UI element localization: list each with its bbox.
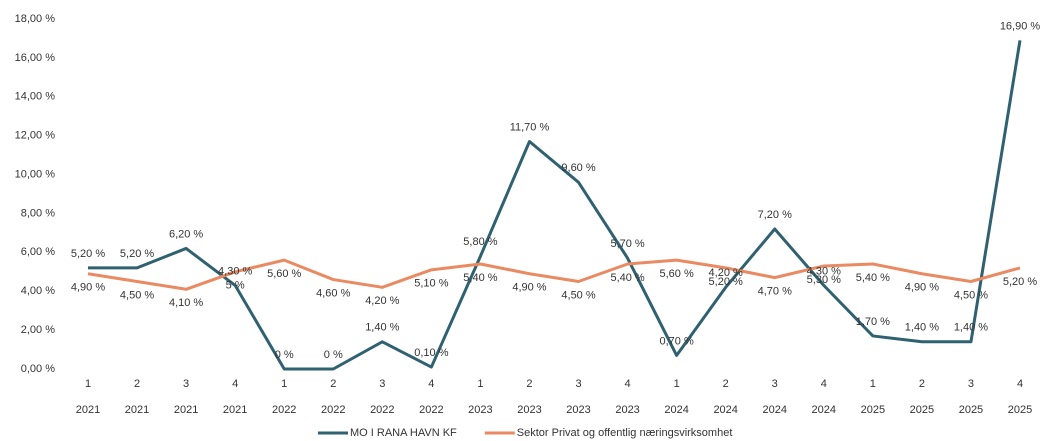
data-label: 4,20 % xyxy=(709,267,743,279)
x-tick-label: 2 xyxy=(723,378,729,390)
data-label: 1,40 % xyxy=(954,322,988,334)
data-label: 9,60 % xyxy=(561,162,595,174)
data-label: 1,40 % xyxy=(365,322,399,334)
data-label: 4,50 % xyxy=(561,289,595,301)
x-tick-label: 3 xyxy=(968,378,974,390)
x-tick-label: 4 xyxy=(821,378,827,390)
data-label: 5,40 % xyxy=(856,272,890,284)
y-tick-label: 16,00 % xyxy=(15,52,56,64)
x-tick-year: 2025 xyxy=(910,404,934,416)
data-label: 5,40 % xyxy=(610,272,644,284)
x-tick-label: 3 xyxy=(575,378,581,390)
y-tick-label: 10,00 % xyxy=(15,168,56,180)
y-tick-label: 0,00 % xyxy=(21,363,55,375)
x-tick-label: 2 xyxy=(134,378,140,390)
data-label: 5,20 % xyxy=(120,248,154,260)
x-tick-year: 2022 xyxy=(272,404,296,416)
data-label: 5,20 % xyxy=(1003,276,1037,288)
data-label: 5,10 % xyxy=(414,278,448,290)
data-label: 4,70 % xyxy=(758,286,792,298)
x-tick-year: 2023 xyxy=(566,404,590,416)
y-tick-label: 4,00 % xyxy=(21,285,55,297)
y-tick-label: 2,00 % xyxy=(21,324,55,336)
x-tick-year: 2024 xyxy=(713,404,737,416)
x-tick-year: 2025 xyxy=(861,404,885,416)
data-label: 1,40 % xyxy=(905,322,939,334)
x-tick-label: 2 xyxy=(919,378,925,390)
data-label: 4,50 % xyxy=(954,289,988,301)
data-label: 5,20 % xyxy=(71,248,105,260)
data-label: 16,90 % xyxy=(1000,20,1041,32)
x-tick-year: 2021 xyxy=(76,404,100,416)
x-tick-year: 2022 xyxy=(321,404,345,416)
x-tick-label: 4 xyxy=(625,378,631,390)
data-label: 5 % xyxy=(226,280,245,292)
x-tick-label: 1 xyxy=(281,378,287,390)
x-tick-label: 4 xyxy=(428,378,434,390)
x-tick-label: 2 xyxy=(330,378,336,390)
x-tick-year: 2021 xyxy=(223,404,247,416)
y-tick-label: 12,00 % xyxy=(15,130,56,142)
data-label: 5,30 % xyxy=(807,274,841,286)
x-tick-year: 2024 xyxy=(812,404,836,416)
data-label: 4,20 % xyxy=(365,295,399,307)
data-label: 0 % xyxy=(275,349,294,361)
data-label: 4,90 % xyxy=(71,282,105,294)
x-tick-year: 2024 xyxy=(664,404,688,416)
x-tick-year: 2023 xyxy=(468,404,492,416)
data-label: 0,70 % xyxy=(660,335,694,347)
y-tick-label: 8,00 % xyxy=(21,207,55,219)
x-tick-label: 3 xyxy=(183,378,189,390)
data-label: 4,50 % xyxy=(120,289,154,301)
x-tick-year: 2025 xyxy=(1008,404,1032,416)
x-tick-label: 1 xyxy=(674,378,680,390)
data-label: 4,30 % xyxy=(218,265,252,277)
x-tick-label: 1 xyxy=(870,378,876,390)
y-tick-label: 18,00 % xyxy=(15,13,56,25)
data-label: 7,20 % xyxy=(758,209,792,221)
x-tick-label: 1 xyxy=(477,378,483,390)
data-label: 4,90 % xyxy=(512,282,546,294)
data-label: 5,80 % xyxy=(463,236,497,248)
data-label: 4,90 % xyxy=(905,282,939,294)
x-tick-label: 4 xyxy=(232,378,238,390)
data-label: 5,60 % xyxy=(660,268,694,280)
data-label: 4,60 % xyxy=(316,287,350,299)
data-label: 0 % xyxy=(324,349,343,361)
legend-label: Sektor Privat og offentlig næringsvirkso… xyxy=(517,427,733,439)
data-label: 5,40 % xyxy=(463,272,497,284)
data-label: 1,70 % xyxy=(856,316,890,328)
x-tick-label: 2 xyxy=(526,378,532,390)
data-label: 6,20 % xyxy=(169,228,203,240)
data-label: 0,10 % xyxy=(414,347,448,359)
y-tick-label: 14,00 % xyxy=(15,91,56,103)
line-series xyxy=(88,40,1022,371)
x-tick-year: 2024 xyxy=(762,404,786,416)
line-series xyxy=(87,258,1021,291)
x-tick-label: 3 xyxy=(772,378,778,390)
data-label: 4,30 % xyxy=(807,265,841,277)
x-tick-label: 4 xyxy=(1017,378,1023,390)
data-label: 4,10 % xyxy=(169,297,203,309)
data-label: 5,70 % xyxy=(610,238,644,250)
x-tick-year: 2021 xyxy=(125,404,149,416)
x-tick-year: 2021 xyxy=(174,404,198,416)
x-tick-label: 1 xyxy=(85,378,91,390)
y-tick-label: 6,00 % xyxy=(21,246,55,258)
x-tick-year: 2022 xyxy=(419,404,443,416)
x-tick-year: 2023 xyxy=(615,404,639,416)
x-tick-label: 3 xyxy=(379,378,385,390)
legend-label: MO I RANA HAVN KF xyxy=(350,427,457,439)
data-label: 11,70 % xyxy=(510,121,550,133)
data-label: 5,20 % xyxy=(709,276,743,288)
x-tick-year: 2023 xyxy=(517,404,541,416)
data-label: 5,60 % xyxy=(267,268,301,280)
x-tick-year: 2025 xyxy=(959,404,983,416)
x-tick-year: 2022 xyxy=(370,404,394,416)
